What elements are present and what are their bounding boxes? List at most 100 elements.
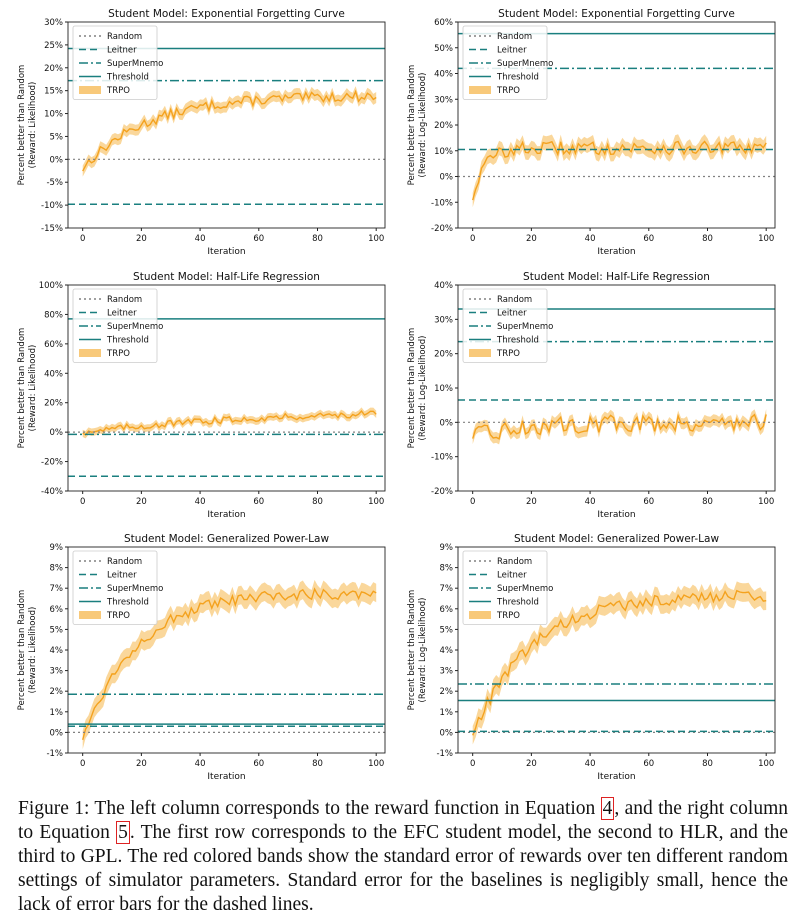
legend: Random Leitner SuperMnemo Threshold TRPO xyxy=(462,550,553,625)
y-tick-label: -10% xyxy=(431,453,453,463)
legend-label-threshold: Threshold xyxy=(496,73,539,83)
legend-label-random: Random xyxy=(107,32,142,42)
legend-label-leitner: Leitner xyxy=(497,571,527,581)
chart-panel-2: 0 20 40 60 80 100 -20% -10% 0% 10% 20% 30% 40% 50% 60%… xyxy=(407,8,776,257)
trpo-error-band xyxy=(82,86,377,177)
y-tick-label: -5% xyxy=(46,178,63,188)
y-axis-label: Percent better than Random xyxy=(407,590,417,711)
y-tick-label: 20% xyxy=(434,121,453,131)
chart-panel-3: 0 20 40 60 80 100 -40% -20% 0% 20% 40% 60% 80% 100% St… xyxy=(17,271,386,520)
legend-label-threshold: Threshold xyxy=(106,73,149,83)
x-tick-label: 0 xyxy=(470,497,475,507)
legend-label-leitner: Leitner xyxy=(497,309,527,319)
x-tick-label: 0 xyxy=(470,234,475,244)
y-tick-label: 4% xyxy=(440,646,454,656)
x-tick-label: 80 xyxy=(312,497,323,507)
x-tick-label: 40 xyxy=(585,234,596,244)
legend-label-supermnemo: SuperMnemo xyxy=(107,59,163,69)
legend-label-trpo: TRPO xyxy=(496,86,520,96)
y-tick-label: 1% xyxy=(440,708,454,718)
y-tick-label: 5% xyxy=(50,132,64,142)
caption-text-2: , and the right column to Equation xyxy=(18,798,788,843)
legend-label-threshold: Threshold xyxy=(106,336,149,346)
chart-panel-4: 0 20 40 60 80 100 -20% -10% 0% 10% 20% 30% 40% Studen… xyxy=(407,271,776,520)
legend-label-supermnemo: SuperMnemo xyxy=(497,322,553,332)
x-tick-label: 60 xyxy=(643,759,654,769)
y-tick-label: 10% xyxy=(44,110,63,120)
y-tick-label: 20% xyxy=(434,350,453,360)
y-tick-label: -1% xyxy=(436,749,453,759)
y-tick-label: 30% xyxy=(434,315,453,325)
legend-swatch-trpo xyxy=(79,86,101,94)
equation-4-link[interactable]: 4 xyxy=(600,797,615,820)
x-tick-label: 60 xyxy=(253,759,264,769)
y-tick-label: 9% xyxy=(50,543,64,553)
y-tick-label: 9% xyxy=(440,543,454,553)
y-tick-label: 3% xyxy=(50,667,64,677)
x-tick-label: 60 xyxy=(253,234,264,244)
legend: Random Leitner SuperMnemo Threshold TRPO xyxy=(72,25,163,100)
legend-label-threshold: Threshold xyxy=(496,336,539,346)
y-tick-label: 80% xyxy=(44,310,63,320)
y-tick-label: 1% xyxy=(50,708,64,718)
y-axis-label: Percent better than Random xyxy=(17,328,27,449)
chart-title: Student Model: Generalized Power-Law xyxy=(514,533,719,545)
x-tick-label: 0 xyxy=(80,759,85,769)
y-tick-label: 0% xyxy=(440,728,454,738)
x-tick-label: 20 xyxy=(526,234,537,244)
legend-label-random: Random xyxy=(107,557,142,567)
y-tick-label: 0% xyxy=(440,418,454,428)
chart-title: Student Model: Exponential Forgetting Cu… xyxy=(498,8,735,20)
y-tick-label: 10% xyxy=(434,147,453,157)
legend-label-leitner: Leitner xyxy=(497,46,527,56)
y-axis-label: Percent better than Random xyxy=(407,328,417,449)
y-tick-label: -20% xyxy=(41,458,63,468)
x-tick-label: 80 xyxy=(702,234,713,244)
x-tick-label: 20 xyxy=(136,234,147,244)
y-tick-label: -20% xyxy=(431,487,453,497)
x-tick-label: 100 xyxy=(368,759,384,769)
x-tick-label: 100 xyxy=(758,759,774,769)
x-tick-label: 100 xyxy=(758,234,774,244)
y-tick-label: 0% xyxy=(50,728,64,738)
trpo-line xyxy=(82,587,377,740)
figure-grid: 0 20 40 60 80 100 -15% -10% -5% 0% 5% 10% 15% 20% 25% 3… xyxy=(17,8,776,782)
equation-5-link[interactable]: 5 xyxy=(116,821,130,844)
legend-box xyxy=(462,550,548,625)
caption-text-1: Figure 1: The left column corresponds to… xyxy=(18,798,601,819)
y-axis-label-reward: (Reward: Likelihood) xyxy=(28,345,38,432)
chart-title: Student Model: Exponential Forgetting Cu… xyxy=(108,8,345,20)
x-tick-label: 80 xyxy=(702,497,713,507)
y-tick-label: 8% xyxy=(50,564,64,574)
x-tick-label: 40 xyxy=(585,759,596,769)
x-tick-label: 0 xyxy=(470,759,475,769)
legend-swatch-trpo xyxy=(79,349,101,357)
trpo-error-band xyxy=(472,581,767,745)
trpo-line xyxy=(82,410,377,436)
y-tick-label: 15% xyxy=(44,87,63,97)
legend-label-threshold: Threshold xyxy=(496,598,539,608)
x-tick-label: 60 xyxy=(643,497,654,507)
legend-box xyxy=(72,25,158,100)
legend-label-random: Random xyxy=(497,557,532,567)
y-tick-label: 0% xyxy=(50,428,64,438)
trpo-line xyxy=(472,140,767,201)
legend-label-leitner: Leitner xyxy=(107,46,137,56)
legend: Random Leitner SuperMnemo Threshold TRPO xyxy=(72,550,163,625)
y-tick-label: 60% xyxy=(434,18,453,28)
legend-label-trpo: TRPO xyxy=(106,349,130,359)
x-axis-label: Iteration xyxy=(597,510,635,520)
legend-label-random: Random xyxy=(497,295,532,305)
plot-frame xyxy=(67,284,386,492)
trpo-line xyxy=(472,589,767,736)
chart-panel-5: 0 20 40 60 80 100 -1% 0% 1% 2% 3% 4% 5% 6% 7% 8% 9% Stude… xyxy=(17,533,386,782)
legend-label-supermnemo: SuperMnemo xyxy=(107,322,163,332)
y-tick-label: 6% xyxy=(440,605,454,615)
y-axis-label-reward: (Reward: Log-Likelihood) xyxy=(418,73,428,178)
x-tick-label: 20 xyxy=(136,759,147,769)
legend-label-leitner: Leitner xyxy=(107,309,137,319)
trpo-error-band xyxy=(472,409,767,445)
trpo-error-band xyxy=(82,407,377,439)
legend: Random Leitner SuperMnemo Threshold TRPO xyxy=(462,25,553,100)
caption-text-3: . The first row corresponds to the EFC s… xyxy=(18,822,788,915)
